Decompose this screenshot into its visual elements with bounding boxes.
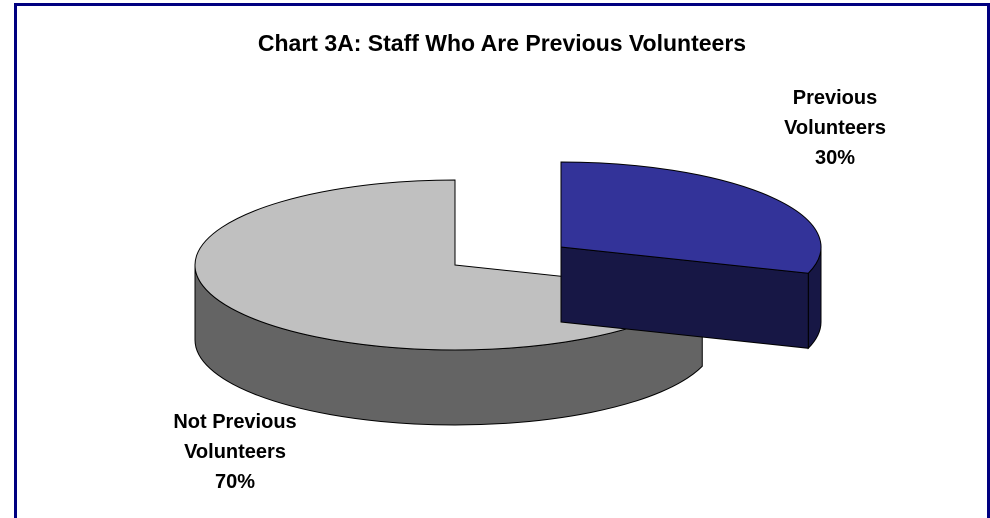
slice-label-line2: Volunteers (784, 117, 886, 139)
slice-value-label: 70% (214, 471, 256, 493)
slice-label-line2: Volunteers (184, 441, 286, 463)
slice-label-line1: Previous (792, 87, 878, 109)
chart-title: Chart 3A: Staff Who Are Previous Volunte… (257, 30, 747, 56)
slice-label-line1: Not Previous (173, 411, 297, 433)
pie-slice-previous (560, 161, 822, 274)
chart-border-left (14, 3, 17, 518)
slice-value-label: 30% (814, 147, 856, 169)
slice-label-not-previous-volunteers: Not Previous Volunteers 70% (145, 407, 325, 497)
chart-border-right (987, 3, 990, 518)
slice-label-previous-volunteers: Previous Volunteers 30% (750, 83, 920, 173)
chart-border-top (14, 3, 990, 6)
